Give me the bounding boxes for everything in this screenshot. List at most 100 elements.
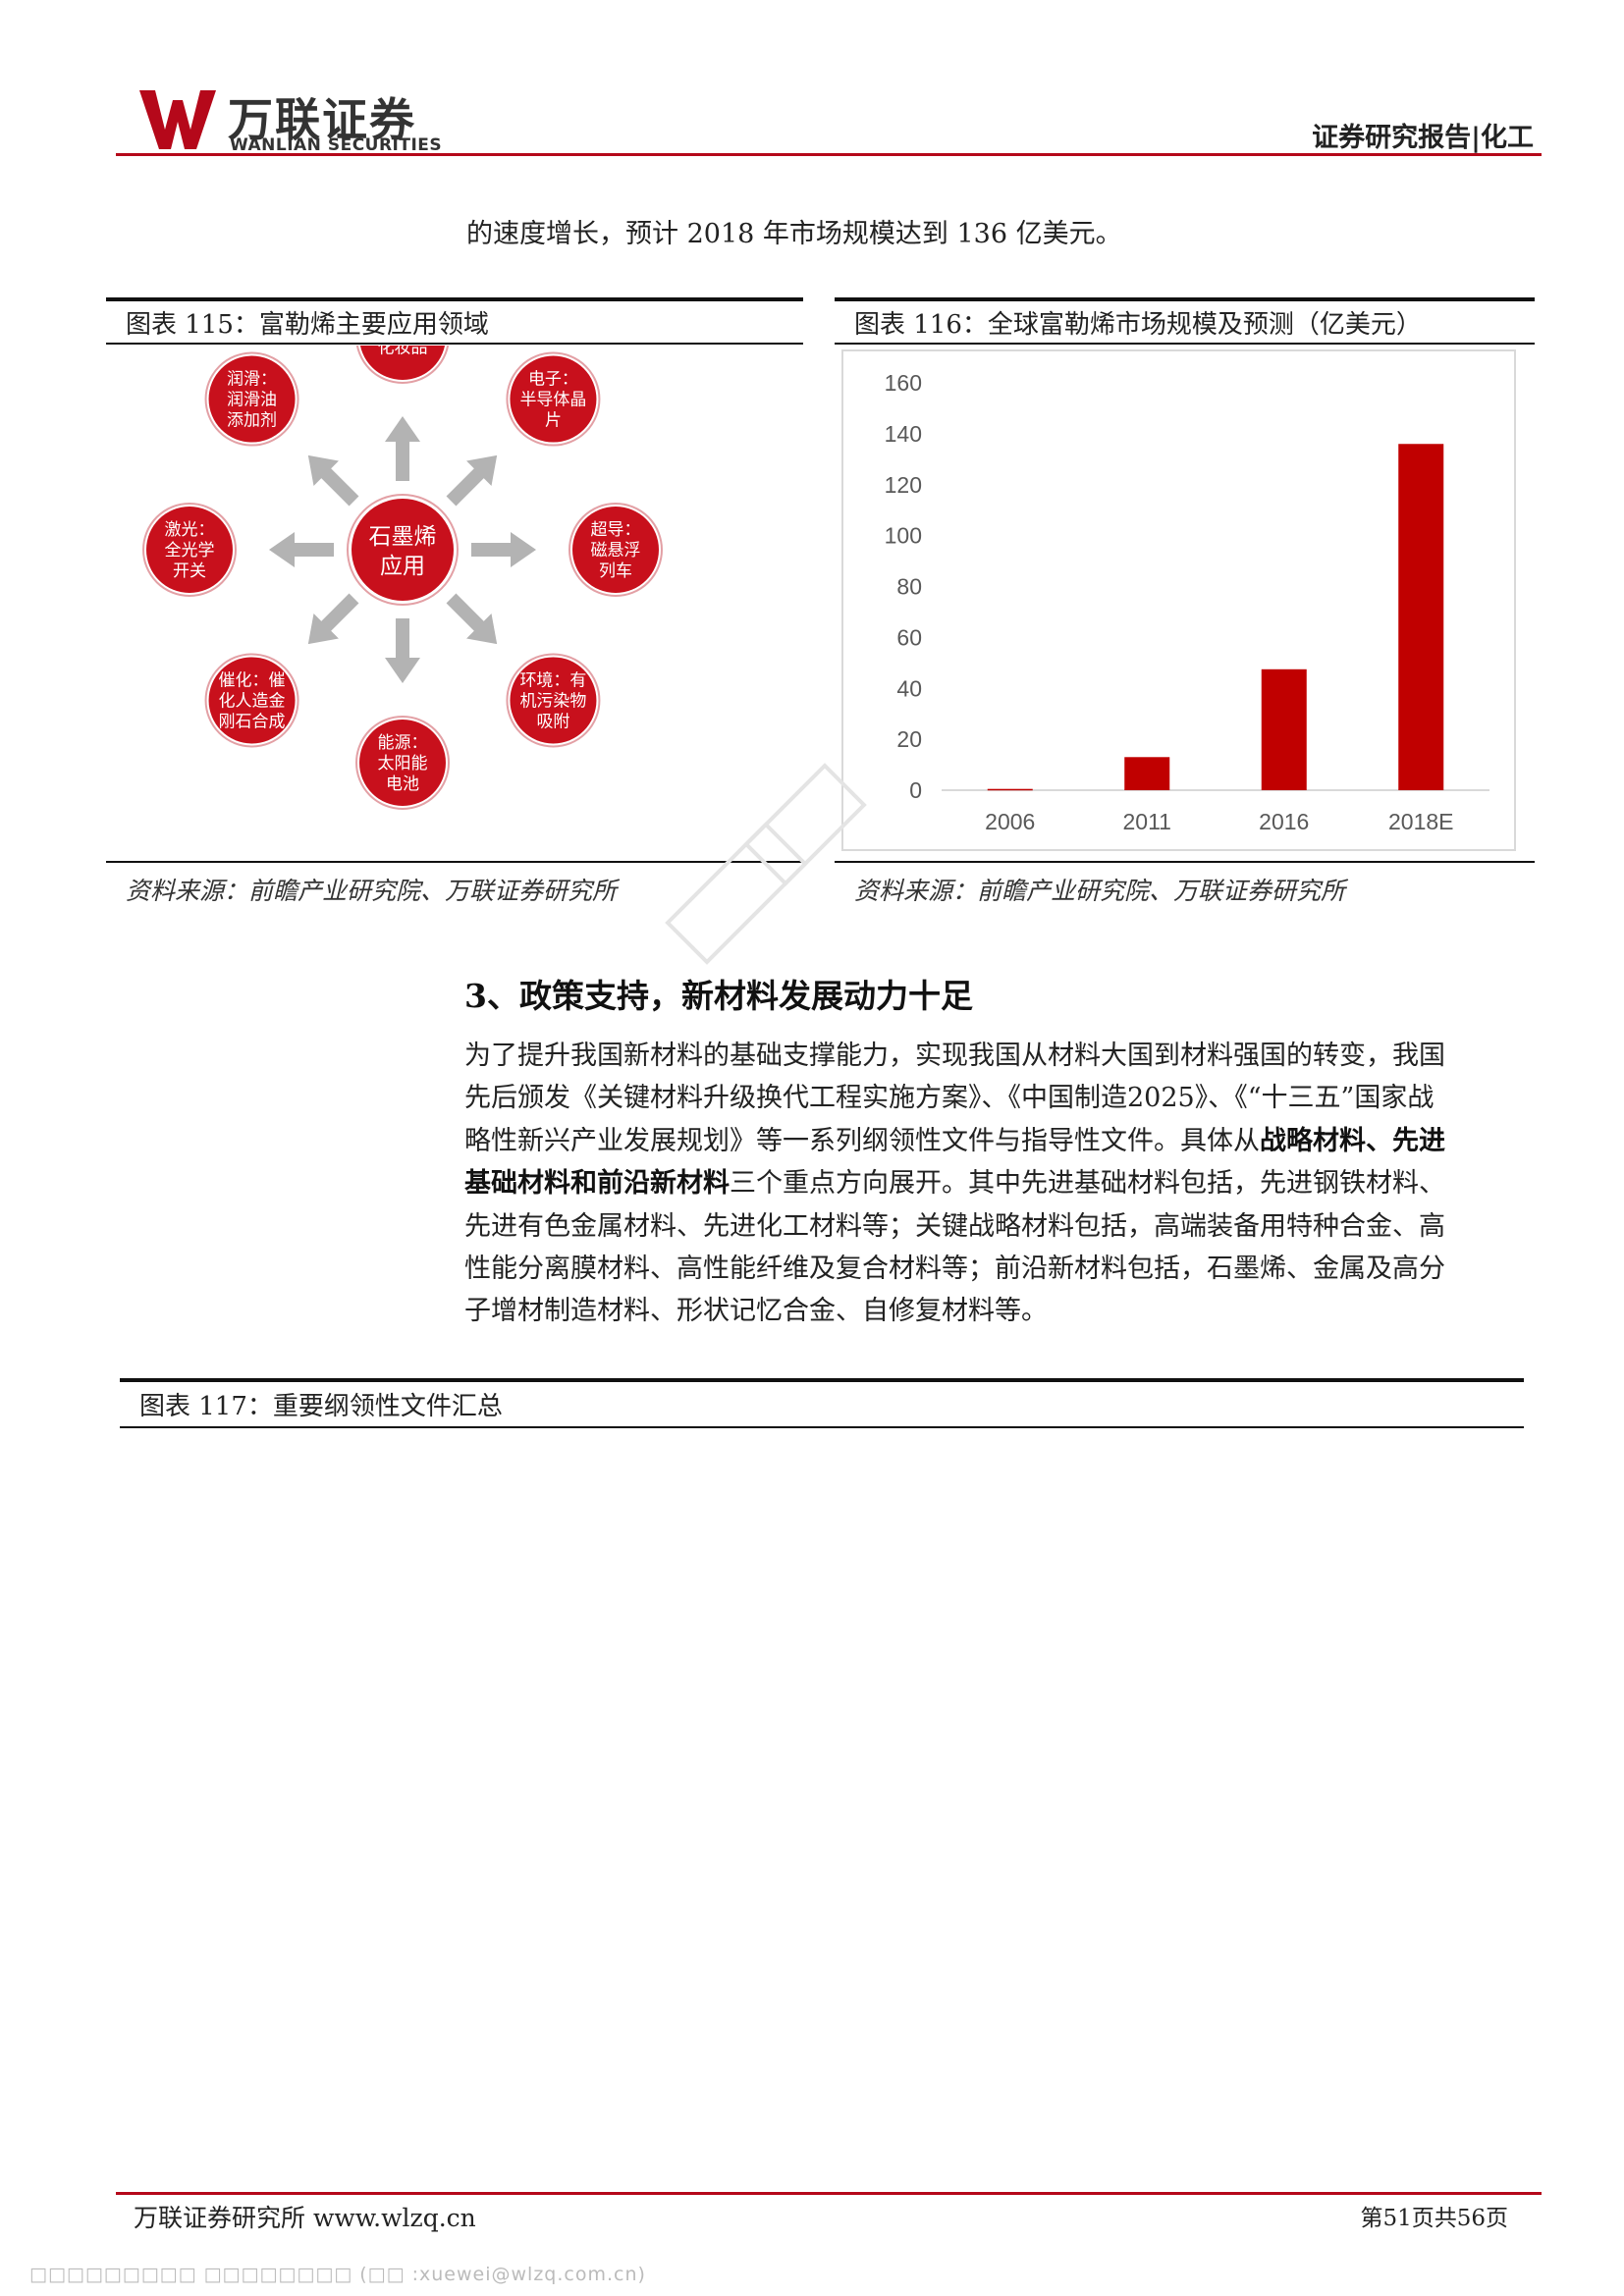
download-watermark: □□□□□□□□□ □□□□□□□□ (□□ :xuewei@wlzq.com.… [29, 2264, 646, 2285]
footer-org: 万联证券研究所 www.wlzq.cn [134, 2204, 476, 2232]
y-tick-label: 120 [885, 472, 922, 498]
y-tick-label: 80 [896, 574, 922, 600]
x-tick-label: 2011 [1123, 809, 1171, 834]
y-tick-label: 20 [896, 726, 922, 752]
x-tick-label: 2018E [1388, 809, 1454, 834]
section-paragraph: 为了提升我国新材料的基础支撑能力，实现我国从材料大国到材料强国的转变，我国 先后颁… [464, 1035, 1525, 1333]
text-run: 子增材制造材料、形状记忆合金、自修复材料等。 [464, 1296, 1048, 1327]
arrow-icon [446, 593, 498, 645]
bar [987, 788, 1033, 791]
y-tick-label: 160 [885, 370, 922, 396]
application-node: 生物：化妆品 [355, 346, 450, 481]
node-label: 化妆品 [378, 346, 428, 358]
text-run: 性能分离膜材料、高性能纤维及复合材料等；前沿新材料包括，石墨烯、金属及高分 [464, 1254, 1445, 1285]
y-tick-label: 100 [885, 523, 922, 549]
bold-phrase: 基础材料和前沿新材料 [464, 1168, 730, 1200]
figure115-top-rule [106, 297, 803, 301]
node-label: 电池 [386, 774, 419, 794]
node-label: 刚石合成 [219, 712, 286, 731]
footer-divider [116, 2192, 1542, 2195]
node-label: 激光： [165, 520, 215, 540]
node-label: 化人造金 [219, 691, 286, 711]
paragraph-line: 基础材料和前沿新材料三个重点方向展开。其中先进基础材料包括，先进钢铁材料、 [464, 1162, 1525, 1204]
y-tick-label: 140 [885, 421, 922, 447]
node-label: 开关 [173, 561, 206, 581]
node-label: 半导体晶 [519, 391, 586, 410]
x-tick-label: 2016 [1259, 809, 1309, 834]
report-category: 证券研究报告|化工 [1312, 123, 1534, 153]
section-heading: 3、政策支持，新材料发展动力十足 [464, 977, 973, 1015]
text-run: 先进有色金属材料、先进化工材料等；关键战略材料包括，高端装备用特种合金、高 [464, 1210, 1445, 1242]
watermark-graphic [665, 763, 867, 965]
figure115-source: 资料来源：前瞻产业研究院、万联证券研究所 [126, 877, 618, 905]
node-label: 催化：催 [219, 670, 286, 690]
arrow-icon [471, 532, 536, 567]
figure116-top-rule [835, 297, 1535, 301]
node-label: 电子： [528, 370, 578, 390]
figure115-title-rule [106, 343, 803, 345]
y-tick-label: 40 [896, 675, 922, 701]
node-label: 润滑： [227, 370, 277, 390]
figure116-title: 图表 116：全球富勒烯市场规模及预测（亿美元） [854, 310, 1422, 340]
arrow-icon [385, 416, 420, 481]
graphene-application-diagram: 生物：化妆品电子：半导体晶片超导：磁悬浮列车环境：有机污染物吸附能源：太阳能电池… [142, 346, 663, 810]
figure117-top-rule [120, 1378, 1524, 1382]
arrow-icon [446, 454, 498, 507]
node-label: 能源： [378, 733, 428, 753]
y-tick-label: 60 [896, 624, 922, 650]
logo-chinese-text: 万联证券 [228, 93, 416, 146]
figure116-title-rule [835, 343, 1535, 345]
bar [1398, 444, 1444, 790]
node-label: 磁悬浮 [591, 541, 641, 561]
text-run: 先后颁发《关键材料升级换代工程实施方案》、《中国制造2025》、《“十三五”国家… [464, 1083, 1435, 1114]
bar [1261, 668, 1307, 790]
node-label: 机污染物 [519, 691, 586, 711]
chart-frame [841, 349, 1516, 851]
figure116-bottom-rule [835, 861, 1535, 863]
node-label: 润滑油 [227, 391, 277, 410]
header-divider [116, 153, 1542, 156]
figure117-title-rule [120, 1426, 1524, 1428]
paragraph-line: 先后颁发《关键材料升级换代工程实施方案》、《中国制造2025》、《“十三五”国家… [464, 1077, 1525, 1119]
x-tick-label: 2006 [985, 809, 1035, 834]
center-label: 应用 [380, 554, 425, 579]
node-label: 全光学 [165, 541, 215, 561]
text-run: 为了提升我国新材料的基础支撑能力，实现我国从材料大国到材料强国的转变，我国 [464, 1041, 1445, 1071]
logo-w-icon [139, 90, 216, 149]
figure115-bottom-rule [106, 861, 803, 863]
arrow-icon [307, 454, 359, 507]
arrow-icon [385, 618, 420, 683]
paragraph-line: 先进有色金属材料、先进化工材料等；关键战略材料包括，高端装备用特种合金、高 [464, 1205, 1525, 1248]
center-label: 石墨烯 [369, 524, 437, 550]
lead-sentence: 的速度增长，预计 2018 年市场规模达到 136 亿美元。 [466, 219, 1122, 249]
logo-english-text: WANLIAN SECURITIES [230, 135, 443, 155]
paragraph-line: 性能分离膜材料、高性能纤维及复合材料等；前沿新材料包括，石墨烯、金属及高分 [464, 1248, 1525, 1290]
bold-phrase: 战略材料、先进 [1260, 1125, 1445, 1156]
paragraph-line: 为了提升我国新材料的基础支撑能力，实现我国从材料大国到材料强国的转变，我国 [464, 1035, 1525, 1077]
arrow-icon [269, 532, 334, 567]
paragraph-line: 略性新兴产业发展规划》等一系列纲领性文件与指导性文件。具体从战略材料、先进 [464, 1120, 1525, 1162]
arrow-icon [307, 593, 359, 645]
market-size-bar-chart: 0 20 40 60 80 100 120 140 160 2006 2011 2016 2018E [885, 370, 1489, 834]
node-label: 片 [545, 411, 562, 431]
figure115-title: 图表 115：富勒烯主要应用领域 [126, 310, 489, 340]
text-run: 三个重点方向展开。其中先进基础材料包括，先进钢铁材料、 [730, 1168, 1445, 1200]
bar [1124, 757, 1170, 790]
node-label: 环境：有 [519, 670, 586, 690]
node-label: 吸附 [536, 712, 569, 731]
figure117-title: 图表 117：重要纲领性文件汇总 [139, 1392, 503, 1421]
figure116-source: 资料来源：前瞻产业研究院、万联证券研究所 [854, 877, 1346, 905]
y-tick-label: 0 [909, 777, 922, 803]
node-label: 太阳能 [378, 754, 428, 774]
text-run: 略性新兴产业发展规划》等一系列纲领性文件与指导性文件。具体从 [464, 1125, 1260, 1156]
page-number: 第51页共56页 [1360, 2206, 1508, 2231]
node-label: 添加剂 [227, 411, 277, 431]
paragraph-line: 子增材制造材料、形状记忆合金、自修复材料等。 [464, 1290, 1525, 1332]
